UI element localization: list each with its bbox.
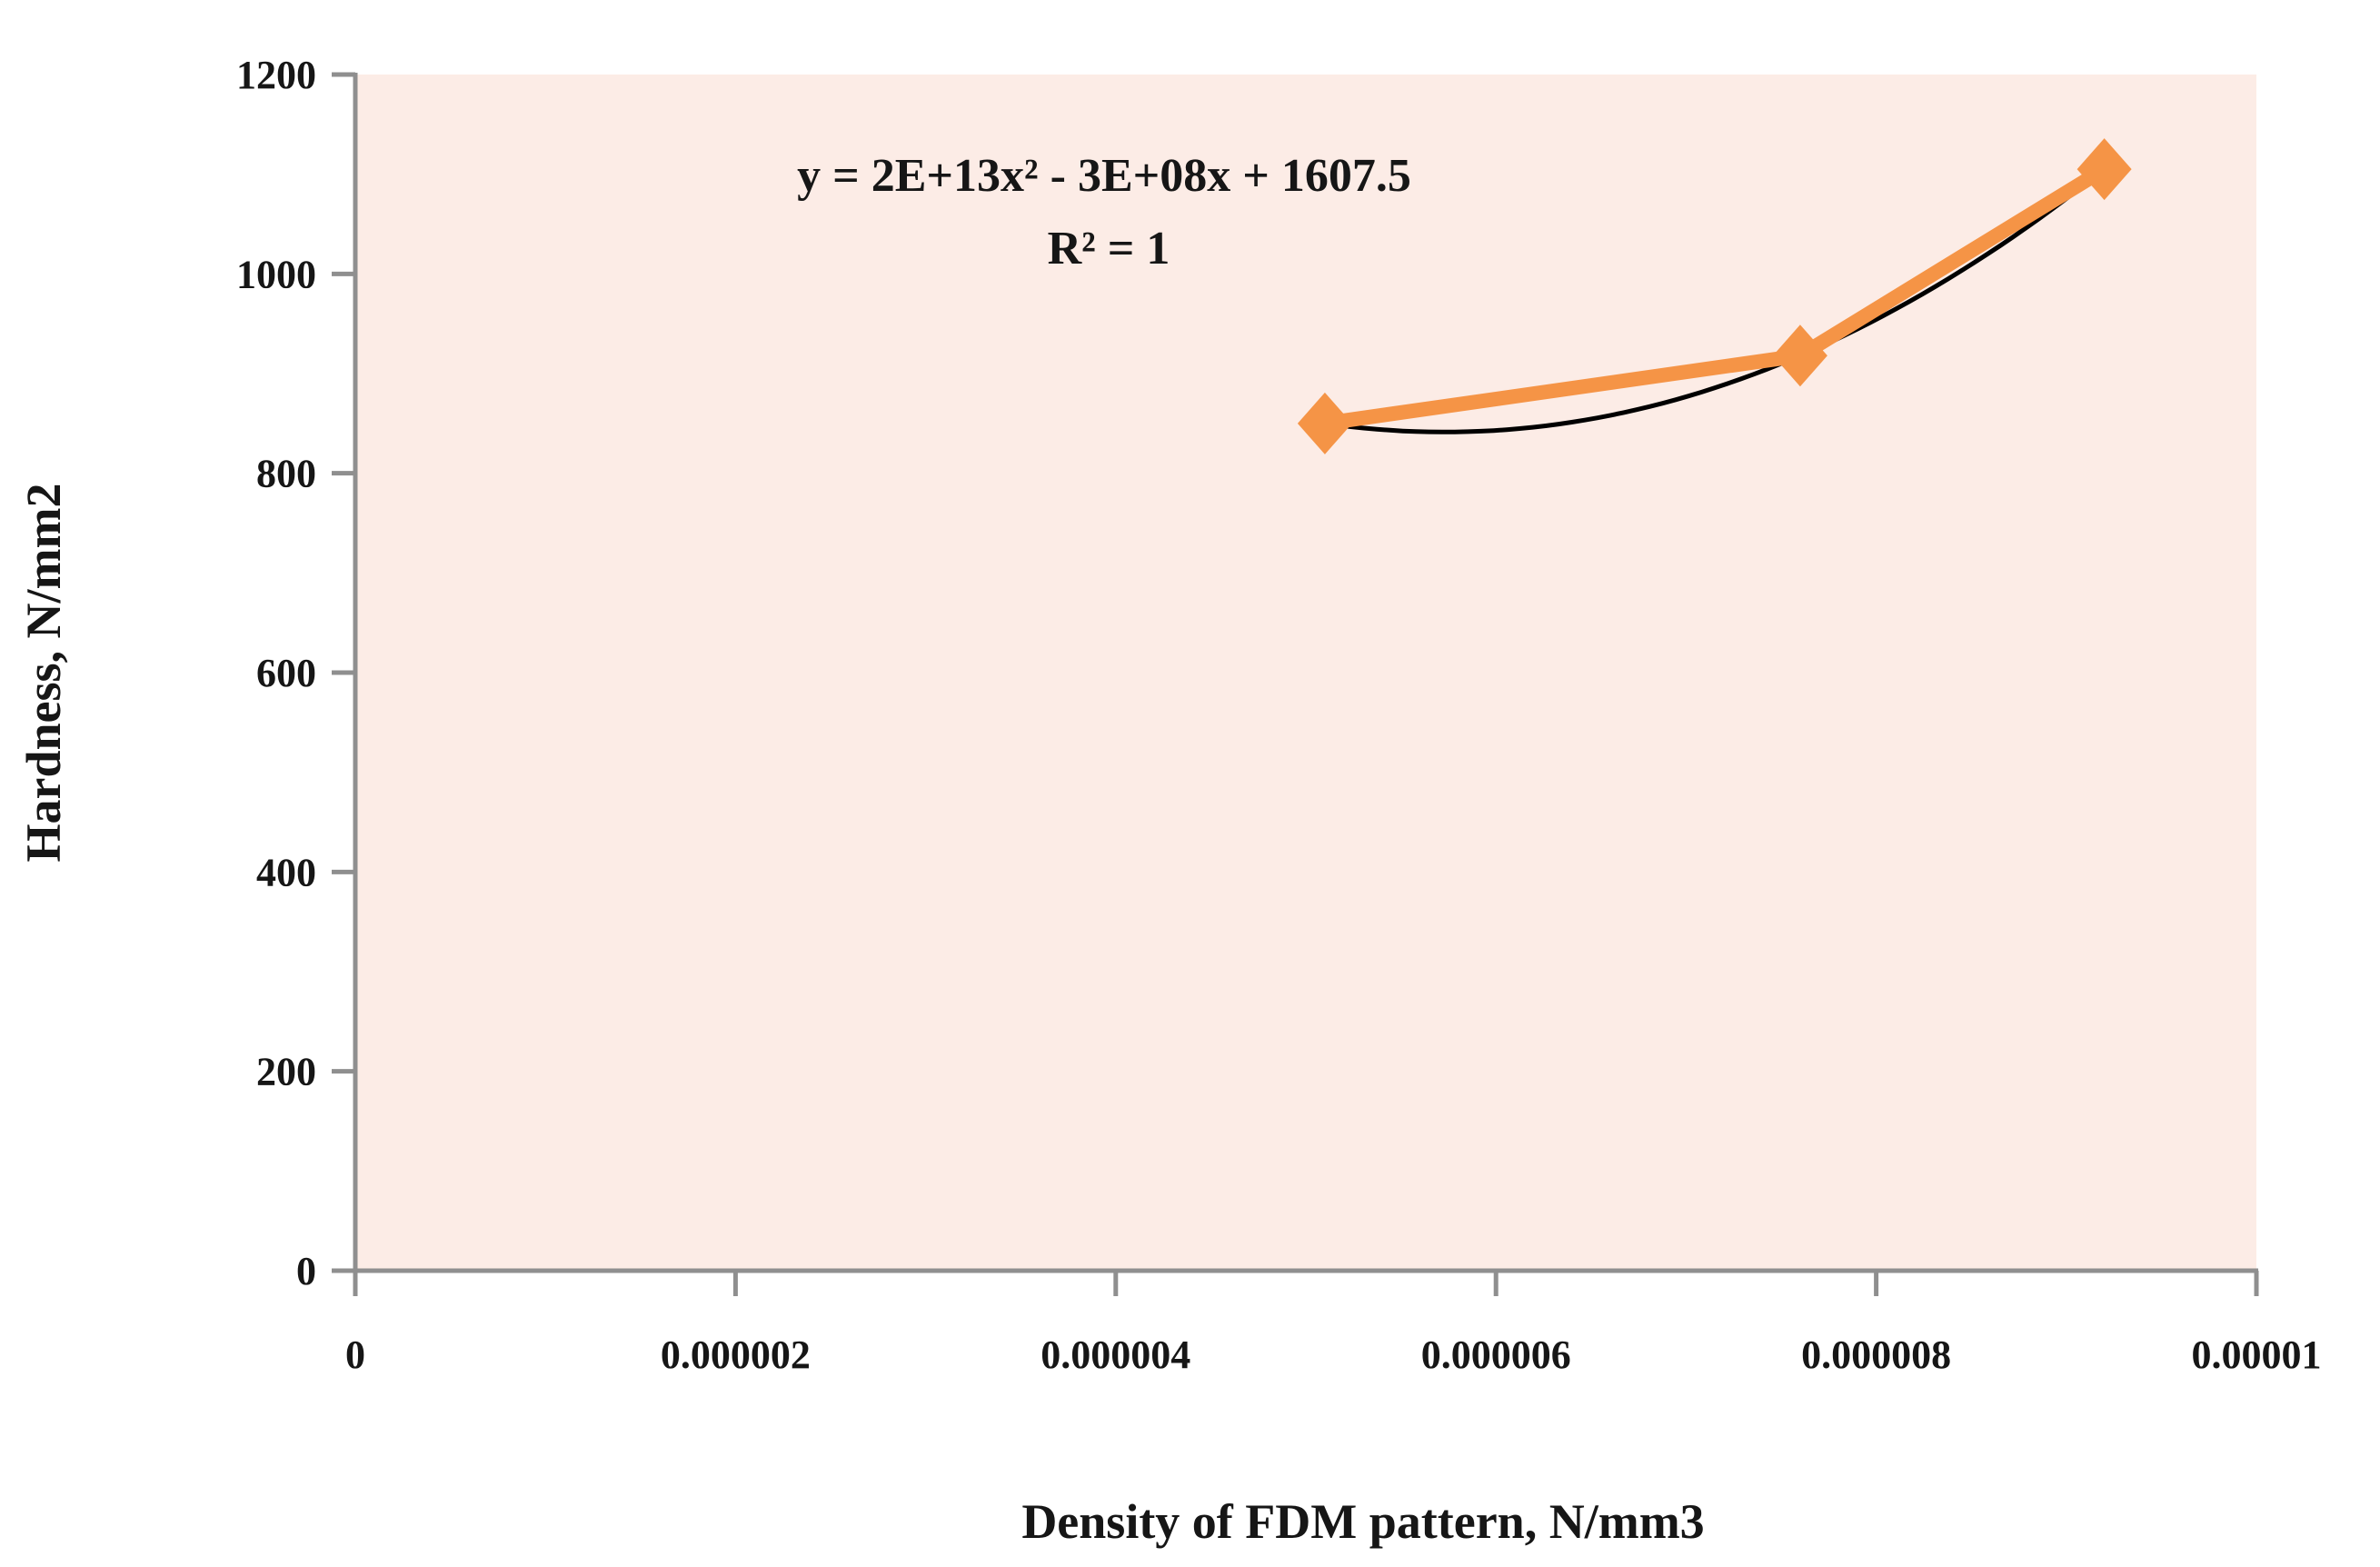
y-axis-title: Hardness, N/mm2 — [16, 484, 71, 863]
x-tick-label: 0.00001 — [2192, 1332, 2322, 1377]
x-tick-label: 0.000004 — [1041, 1332, 1190, 1377]
x-tick-labels: 0 0.000002 0.000004 0.000006 0.000008 0.00001 — [345, 1332, 2322, 1377]
y-tick-label: 800 — [256, 452, 316, 496]
y-tick-label: 0 — [296, 1249, 316, 1293]
x-tick-label: 0.000006 — [1421, 1332, 1571, 1377]
trendline-equation: y = 2E+13x² - 3E+08x + 1607.5 — [797, 150, 1411, 202]
data-point-marker — [1297, 392, 1352, 454]
data-series — [1297, 138, 2132, 454]
data-point-marker — [1772, 324, 1827, 387]
y-tick-labels: 0 200 400 600 800 1000 1200 — [236, 53, 316, 1293]
y-tick-label: 200 — [256, 1050, 316, 1094]
y-tick-label: 600 — [256, 651, 316, 695]
y-tick-label: 1200 — [236, 53, 316, 97]
y-tick-label: 1000 — [236, 252, 316, 296]
x-tick-label: 0 — [345, 1332, 365, 1377]
data-point-marker — [2076, 138, 2132, 201]
trendline-r-squared: R² = 1 — [1048, 223, 1170, 274]
x-tick-label: 0.000002 — [661, 1332, 811, 1377]
x-tick-label: 0.000008 — [1801, 1332, 1951, 1377]
x-axis-title: Density of FDM pattern, N/mm3 — [1021, 1494, 1704, 1549]
axes — [332, 72, 2259, 1296]
y-tick-label: 400 — [256, 850, 316, 894]
trendline — [1324, 167, 2106, 434]
trendline-curve — [1324, 167, 2106, 434]
